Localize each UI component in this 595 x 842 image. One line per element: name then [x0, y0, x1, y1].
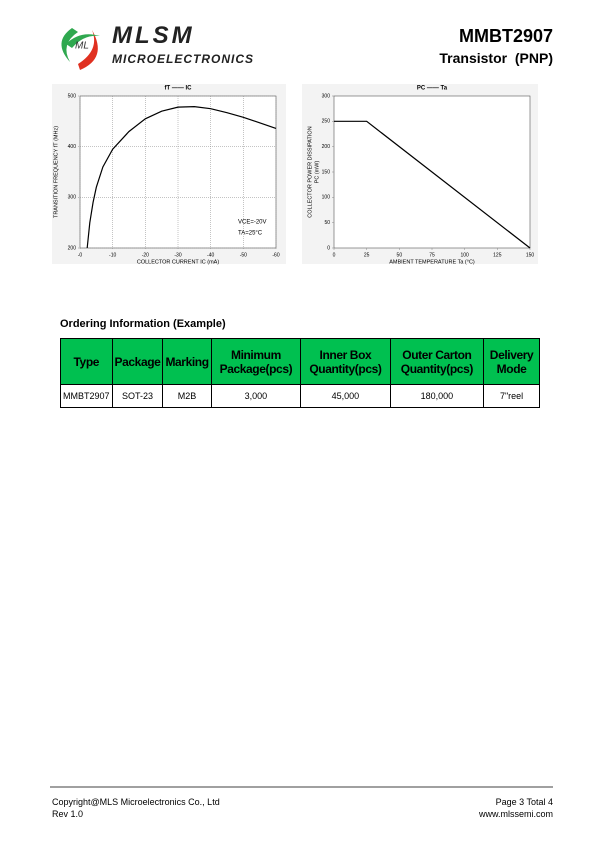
y-tick-label: 100: [322, 195, 331, 201]
table-body: MMBT2907 SOT-23 M2B 3,000 45,000 180,000 7"ree…: [60, 384, 540, 408]
header-cell: Marking: [162, 338, 212, 385]
data-line: [86, 106, 277, 249]
x-axis-label: COLLECTOR CURRENT IC (mA): [137, 259, 219, 265]
y-tick-label: 0: [327, 245, 330, 251]
x-tick-label: -60: [272, 252, 279, 258]
y-tick-label: 50: [324, 220, 330, 226]
y-tick-label: 500: [68, 93, 77, 99]
table-cell: M2B: [162, 384, 212, 408]
table-cell: 7"reel: [483, 384, 540, 408]
x-tick-label: -30: [174, 252, 181, 258]
header-cell: Inner Box Quantity(pcs): [300, 338, 391, 385]
annotation: VCE=-20V: [238, 220, 267, 226]
page-number: Page 3 Total 4: [495, 797, 553, 807]
chart-title: fT —— IC: [165, 86, 193, 92]
x-tick-label: -0: [78, 252, 83, 258]
brand-sub: MICROELECTRONICS: [112, 52, 254, 66]
y-tick-label: 200: [68, 245, 77, 251]
chart-title: PC —— Ta: [417, 86, 448, 92]
x-axis-label: AMBIENT TEMPERATURE Ta (°C): [389, 259, 475, 265]
y-axis-label: PC (mW): [314, 161, 320, 184]
table-cell: 3,000: [210, 384, 302, 408]
logo-text: ML: [75, 41, 89, 52]
y-tick-label: 300: [68, 195, 77, 201]
header-cell: Outer Carton Quantity(pcs): [389, 338, 485, 385]
subtitle: Transistor (PNP): [439, 50, 553, 66]
x-tick-label: -50: [240, 252, 247, 258]
x-tick-label: 150: [526, 252, 535, 258]
y-tick-label: 200: [322, 144, 331, 150]
x-tick-label: 25: [364, 252, 370, 258]
header-cell: Minimum Package(pcs): [210, 338, 302, 385]
table-cell: 45,000: [300, 384, 391, 408]
annotation: TA=25°C: [238, 231, 263, 237]
header-cell: Delivery Mode: [483, 338, 540, 385]
y-tick-label: 150: [322, 169, 331, 175]
x-tick-label: 75: [429, 252, 435, 258]
y-tick-label: 400: [68, 144, 77, 150]
table-cell: SOT-23: [111, 384, 164, 408]
y-axis-label: TRANSITION FREQUENCY fT (MHz): [53, 126, 59, 218]
x-tick-label: -10: [109, 252, 116, 258]
url: www.mlssemi.com: [478, 809, 553, 819]
table-row: MMBT2907 SOT-23 M2B 3,000 45,000 180,000 7"ree…: [60, 384, 540, 408]
y-axis-label: COLLECTOR POWER DISSIPATION: [307, 126, 313, 217]
header-row: Type Package Marking Minimum Package(pcs) In…: [60, 338, 540, 385]
x-tick-label: 100: [460, 252, 469, 258]
table-cell: 180,000: [389, 384, 485, 408]
x-tick-label: 125: [493, 252, 502, 258]
x-tick-label: 0: [333, 252, 336, 258]
part-number: MMBT2907: [458, 26, 553, 46]
logo: ML: [61, 28, 100, 70]
ordering-table: Type Package Marking Minimum Package(pcs) In…: [60, 338, 540, 408]
header-cell: Type: [60, 338, 113, 385]
y-tick-label: 250: [322, 119, 331, 125]
revision: Rev 1.0: [52, 809, 84, 819]
table-cell: MMBT2907: [60, 384, 113, 408]
data-line: [334, 120, 531, 249]
x-tick-label: 50: [397, 252, 403, 258]
header-cell: Package: [111, 338, 164, 385]
section-title: Ordering Information (Example): [60, 318, 226, 330]
brand: MLSM: [112, 22, 195, 49]
x-tick-label: -40: [207, 252, 214, 258]
x-tick-label: -20: [142, 252, 149, 258]
copyright: Copyright@MLS Microelectronics Co., Ltd: [52, 797, 220, 807]
y-tick-label: 300: [322, 93, 331, 99]
